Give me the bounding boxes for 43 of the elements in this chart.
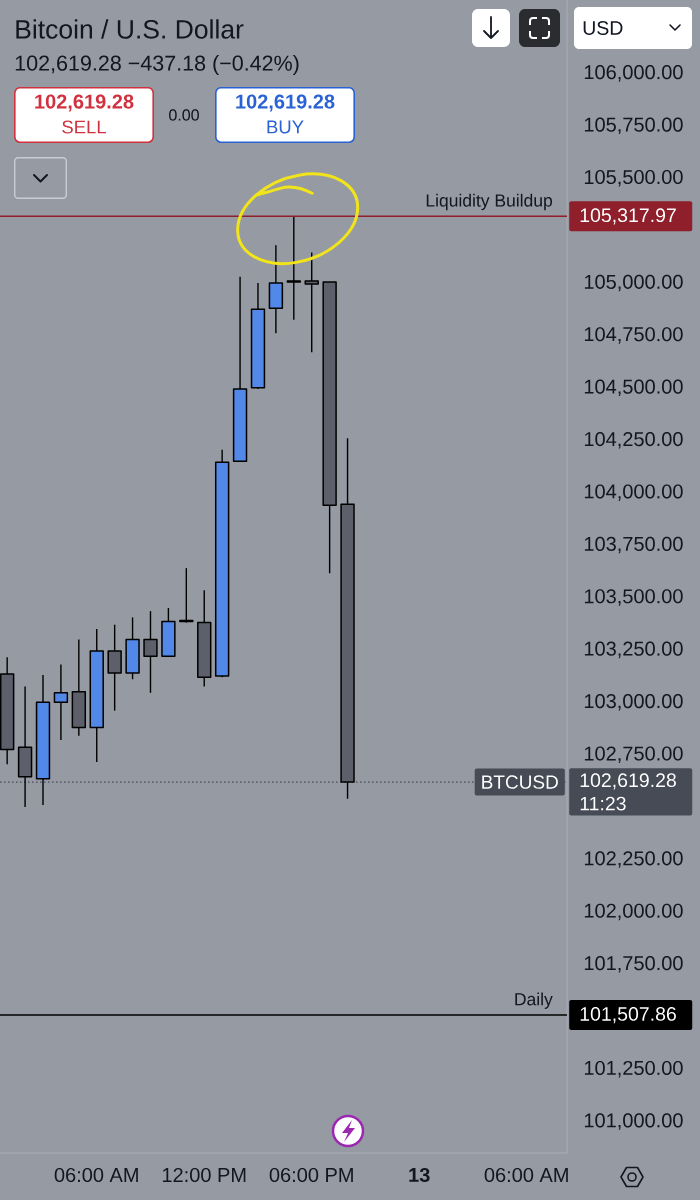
y-tick-label: 103,750.00 — [584, 536, 683, 554]
y-tick-label: 103,250.00 — [584, 641, 683, 659]
text: USD — [583, 21, 623, 35]
text: 102,619.28 −437.18 (−0.42%) — [15, 54, 299, 76]
y-tick-label: 103,500.00 — [584, 589, 683, 606]
candlestick — [107, 624, 122, 712]
annotation: SELL — [62, 120, 107, 134]
y-tick-label: 104,250.00 — [584, 431, 683, 449]
x-tick-label: 06:00 AM — [54, 1167, 138, 1183]
y-tick-label: 105,000.00 — [584, 274, 683, 292]
annotation: 102,619.28 — [35, 94, 134, 112]
candlestick — [286, 216, 302, 321]
x-tick-label: 06:00 PM — [269, 1167, 353, 1183]
y-tick-label: 102,750.00 — [584, 746, 683, 763]
x-tick-label: 13 — [409, 1167, 430, 1183]
y-tick-label: 105,750.00 — [584, 117, 683, 135]
x-tick-label: 06:00 AM — [484, 1167, 568, 1183]
y-tick-label: 104,000.00 — [584, 484, 683, 501]
y-tick-label: 104,500.00 — [584, 379, 683, 397]
candlestick — [304, 251, 319, 353]
ref-line-label: Liquidity Buildup — [426, 193, 553, 211]
annotation: 0.00 — [169, 109, 199, 121]
ref-line-label: Daily — [515, 992, 553, 1009]
y-tick-label: 101,250.00 — [584, 1060, 683, 1078]
y-tick-label: 102,250.00 — [584, 851, 683, 868]
text: 101,507.86 — [580, 1007, 676, 1024]
candlestick — [53, 663, 69, 741]
x-tick-label: 12:00 PM — [162, 1167, 246, 1183]
ref-line-label: BTCUSD — [482, 775, 558, 789]
annotation: BUY — [267, 120, 304, 134]
candlestick — [143, 610, 158, 694]
y-tick-label: 104,750.00 — [584, 327, 683, 344]
annotation: 102,619.28 — [236, 94, 335, 112]
text: 102,619.28 — [580, 773, 676, 790]
text: 105,317.97 — [580, 208, 676, 225]
y-tick-label: 101,750.00 — [584, 956, 683, 973]
y-tick-label: 101,000.00 — [584, 1113, 683, 1130]
y-tick-label: 103,000.00 — [584, 694, 683, 711]
y-tick-label: 105,500.00 — [584, 169, 683, 187]
text: Bitcoin / U.S. Dollar — [16, 19, 244, 39]
y-tick-label: 106,000.00 — [584, 65, 683, 82]
y-tick-label: 102,000.00 — [584, 903, 683, 921]
text: 11:23 — [580, 796, 626, 811]
